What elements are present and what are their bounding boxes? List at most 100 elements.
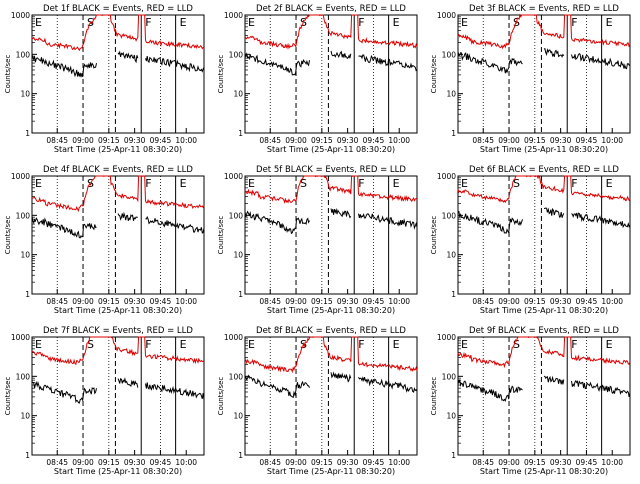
y-tick-label: 100 <box>442 372 457 381</box>
region-label: E <box>248 338 255 351</box>
plot-frame <box>31 336 205 456</box>
y-tick-label: 1000 <box>11 11 30 20</box>
detector-chart-9: Det 9f BLACK = Events, RED = LLD 1 10 100 10… <box>430 326 631 476</box>
y-tick-label: 10 <box>20 251 30 260</box>
y-tick-label: 1 <box>451 290 456 299</box>
x-tick-label: 10:00 <box>388 458 410 467</box>
region-label: E <box>180 16 187 29</box>
region-label: F <box>571 177 577 190</box>
x-tick-label: 09:45 <box>363 136 385 145</box>
x-tick-label: 09:30 <box>124 458 146 467</box>
y-tick-label: 100 <box>16 372 31 381</box>
region-label: F <box>358 16 364 29</box>
detector-chart-5: Det 5f BLACK = Events, RED = LLD 1 10 100 10… <box>217 165 418 315</box>
region-label: E <box>180 177 187 190</box>
region-label: S <box>87 338 94 351</box>
x-axis-label: Start Time (25-Apr-11 08:30:20) <box>54 467 182 476</box>
plot-frame <box>457 175 631 295</box>
plot-frame <box>244 336 418 456</box>
region-label: E <box>461 338 468 351</box>
y-tick-label: 1 <box>25 451 30 460</box>
detector-chart-6: Det 6f BLACK = Events, RED = LLD 1 10 100 10… <box>430 165 631 315</box>
x-tick-label: 08:45 <box>46 136 68 145</box>
region-label: E <box>606 177 613 190</box>
region-label: S <box>513 338 520 351</box>
x-tick-label: 09:00 <box>498 458 520 467</box>
x-tick-label: 10:00 <box>175 297 197 306</box>
plot-frame <box>244 175 418 295</box>
chart-title: Det 9f BLACK = Events, RED = LLD <box>469 326 619 336</box>
y-tick-label: 10 <box>446 412 456 421</box>
y-tick-label: 1 <box>238 129 243 138</box>
y-axis-label: Counts/sec <box>217 55 225 94</box>
y-tick-label: 10 <box>446 251 456 260</box>
y-tick-label: 10 <box>233 412 243 421</box>
y-tick-label: 100 <box>229 372 244 381</box>
x-axis-label: Start Time (25-Apr-11 08:30:20) <box>54 306 182 315</box>
x-tick-label: 10:00 <box>175 136 197 145</box>
y-tick-label: 1 <box>25 290 30 299</box>
y-axis-label: Counts/sec <box>4 377 12 416</box>
region-label: S <box>300 177 307 190</box>
y-tick-label: 1 <box>238 451 243 460</box>
x-tick-label: 09:15 <box>98 297 120 306</box>
events-series-line <box>31 211 205 239</box>
chart-title: Det 8f BLACK = Events, RED = LLD <box>256 326 406 336</box>
region-label: E <box>393 177 400 190</box>
region-label: E <box>35 177 42 190</box>
x-axis-label: Start Time (25-Apr-11 08:30:20) <box>480 306 608 315</box>
y-tick-label: 1000 <box>11 172 30 181</box>
x-axis-label: Start Time (25-Apr-11 08:30:20) <box>267 467 395 476</box>
y-tick-label: 1000 <box>437 333 456 342</box>
x-tick-label: 09:30 <box>124 297 146 306</box>
detector-chart-2: Det 2f BLACK = Events, RED = LLD 1 10 100 10… <box>217 4 418 154</box>
region-label: F <box>358 177 364 190</box>
lld-series-line <box>457 336 631 369</box>
y-tick-label: 1000 <box>224 172 243 181</box>
region-label: E <box>461 16 468 29</box>
plot-frame <box>244 14 418 134</box>
y-tick-label: 1 <box>451 129 456 138</box>
x-tick-label: 10:00 <box>388 136 410 145</box>
plot-frame <box>31 14 205 134</box>
x-tick-label: 09:45 <box>576 297 598 306</box>
region-label: F <box>145 177 151 190</box>
y-tick-label: 100 <box>442 50 457 59</box>
events-series-line <box>457 375 631 403</box>
x-tick-label: 09:45 <box>576 458 598 467</box>
y-tick-label: 100 <box>229 50 244 59</box>
lld-series-line <box>31 14 205 52</box>
y-tick-label: 1000 <box>224 11 243 20</box>
y-tick-label: 10 <box>233 251 243 260</box>
y-tick-label: 1 <box>25 129 30 138</box>
plot-frame <box>31 175 205 295</box>
x-tick-label: 09:00 <box>285 297 307 306</box>
chart-title: Det 6f BLACK = Events, RED = LLD <box>469 165 619 175</box>
y-tick-label: 1000 <box>11 333 30 342</box>
x-tick-label: 09:45 <box>363 297 385 306</box>
events-series-line <box>244 371 418 399</box>
region-label: F <box>145 16 151 29</box>
detector-chart-3: Det 3f BLACK = Events, RED = LLD 1 10 100 10… <box>430 4 631 154</box>
y-tick-label: 1000 <box>437 172 456 181</box>
region-label: E <box>35 338 42 351</box>
y-axis-label: Counts/sec <box>430 377 438 416</box>
x-tick-label: 10:00 <box>601 458 623 467</box>
x-tick-label: 09:30 <box>337 458 359 467</box>
events-series-line <box>457 47 631 74</box>
x-tick-label: 09:00 <box>498 297 520 306</box>
region-label: E <box>393 338 400 351</box>
region-label: E <box>180 338 187 351</box>
x-tick-label: 09:45 <box>576 136 598 145</box>
detector-chart-8: Det 8f BLACK = Events, RED = LLD 1 10 100 10… <box>217 326 418 476</box>
events-series-line <box>458 207 631 235</box>
x-tick-label: 10:00 <box>388 297 410 306</box>
x-tick-label: 09:00 <box>498 136 520 145</box>
x-tick-label: 09:30 <box>550 297 572 306</box>
x-tick-label: 08:45 <box>259 297 281 306</box>
x-tick-label: 09:30 <box>550 136 572 145</box>
x-tick-label: 09:00 <box>72 136 94 145</box>
x-tick-label: 09:15 <box>311 136 333 145</box>
lld-series-line <box>31 175 205 213</box>
x-tick-label: 09:15 <box>524 136 546 145</box>
